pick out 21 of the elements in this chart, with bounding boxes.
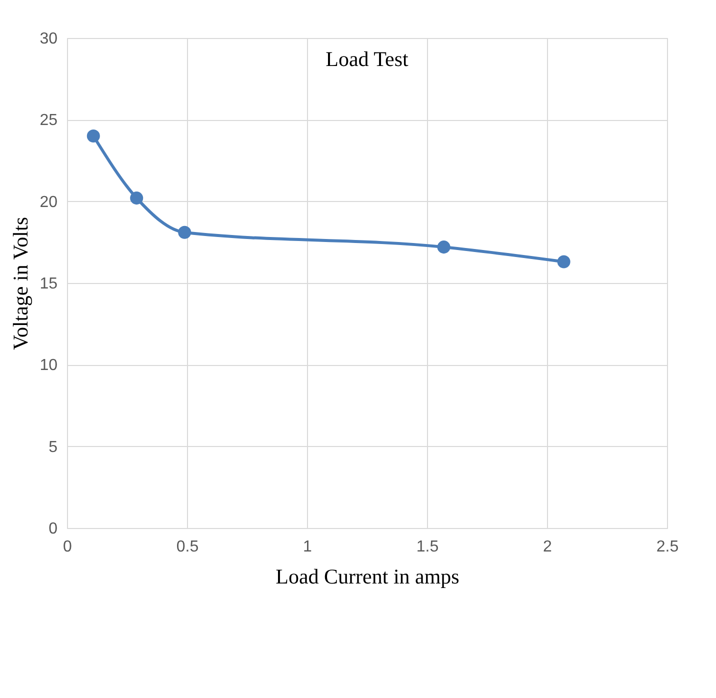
x-tick-label: 0 (63, 538, 72, 556)
y-tick-label: 20 (40, 194, 58, 211)
x-tick-label: 1.5 (416, 538, 439, 556)
point (86, 129, 100, 143)
x-axis-title: Load Current in amps (276, 564, 460, 588)
y-tick-label: 0 (48, 520, 58, 538)
x-tick-label: 1 (303, 538, 312, 556)
x-tick-label: 2.5 (656, 538, 679, 556)
y-axis-title: Voltage in Volts (8, 216, 33, 350)
y-tick-label: 30 (40, 30, 58, 48)
x-tick-label: 2 (543, 538, 552, 556)
y-tick-label: 15 (40, 276, 58, 292)
y-tick-label: 25 (40, 112, 58, 130)
y-tick-label: 10 (40, 357, 58, 374)
point (178, 226, 192, 239)
x-tick-label: 0.5 (176, 538, 199, 556)
y-tick-label: 5 (48, 438, 58, 456)
point (130, 192, 144, 205)
point (437, 240, 450, 254)
chart-title: Load Test (326, 47, 409, 71)
point (557, 255, 570, 268)
